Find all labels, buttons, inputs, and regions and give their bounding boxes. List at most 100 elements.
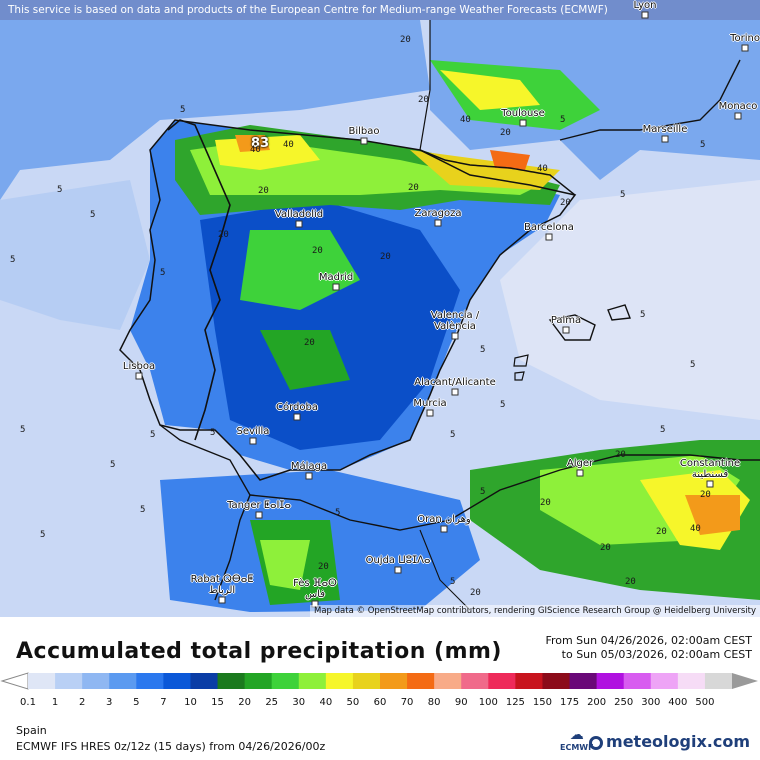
city-label[interactable]: Valladolid <box>274 209 324 220</box>
scale-tick-label: 400 <box>668 697 688 708</box>
scale-swatch <box>352 673 381 689</box>
city-marker <box>255 511 263 519</box>
city-marker <box>332 283 340 291</box>
contour-label: 20 <box>625 577 636 587</box>
city-label[interactable]: Lisboa <box>122 361 156 372</box>
contour-label: 20 <box>615 450 626 460</box>
contour-label: 5 <box>560 115 566 125</box>
city-label[interactable]: Fès ⴼⴰⵙ فاس <box>293 578 337 600</box>
contour-label: 5 <box>40 530 46 540</box>
scale-swatch <box>244 673 273 689</box>
city-label[interactable]: Monaco <box>718 101 758 112</box>
max-value-label: 83 <box>251 136 270 151</box>
city-marker <box>360 137 368 145</box>
scale-tick-label: 3 <box>106 697 113 708</box>
city-label[interactable]: Rabat ⵕⴱⴰⵟ الرباط <box>190 574 254 596</box>
city-label[interactable]: Marseille <box>642 124 688 135</box>
city-label[interactable]: Alger <box>566 458 594 469</box>
city-label[interactable]: Valencia / València <box>430 310 480 332</box>
city-label[interactable]: Zaragoza <box>414 208 462 219</box>
contour-label: 5 <box>620 190 626 200</box>
scale-swatch <box>109 673 137 689</box>
contour-label: 20 <box>560 198 571 208</box>
precipitation-map[interactable]: This service is based on data and produc… <box>0 0 760 617</box>
model-label: ECMWF IFS HRES 0z/12z (15 days) from 04/… <box>16 740 326 753</box>
scale-swatch <box>461 673 489 689</box>
city-marker <box>218 596 226 604</box>
contour-label: 40 <box>537 164 548 174</box>
city-label[interactable]: Palma <box>550 315 582 326</box>
city-label[interactable]: Madrid <box>318 272 354 283</box>
scale-swatch <box>298 673 327 689</box>
contour-label: 20 <box>700 490 711 500</box>
contour-label: 40 <box>460 115 471 125</box>
contour-label: 40 <box>283 140 294 150</box>
city-marker <box>741 44 749 52</box>
ecmwf-icon: ☁ <box>569 727 584 743</box>
meteologix-icon <box>589 736 604 750</box>
color-scale <box>0 672 758 690</box>
city-label[interactable]: Alacant/Alicante <box>414 377 496 388</box>
city-label[interactable]: Oujda ⵡⵓⵊⴷⴰ <box>365 555 431 566</box>
contour-label: 5 <box>20 425 26 435</box>
city-marker <box>293 413 301 421</box>
contour-label: 5 <box>640 310 646 320</box>
city-marker <box>451 388 459 396</box>
city-label[interactable]: Barcelona <box>524 222 574 233</box>
contour-label: 5 <box>450 577 456 587</box>
scale-tick-label: 1 <box>51 697 59 708</box>
scale-tick-label: 50 <box>346 697 360 708</box>
scale-swatch <box>28 673 56 689</box>
contour-label: 20 <box>258 186 269 196</box>
contour-label: 5 <box>180 105 186 115</box>
scale-swatch <box>190 673 219 689</box>
scale-tick-label: 80 <box>427 697 441 708</box>
scale-swatch <box>325 673 354 689</box>
map-attribution[interactable]: Map data © OpenStreetMap contributors, r… <box>310 605 760 617</box>
scale-swatch <box>542 673 571 689</box>
city-label[interactable]: Bilbao <box>348 126 380 137</box>
brand-logo[interactable]: meteologix.com <box>589 732 750 751</box>
legend-title: Accumulated total precipitation (mm) <box>16 639 502 664</box>
city-label[interactable]: Málaga <box>290 461 328 472</box>
contour-label: 20 <box>304 338 315 348</box>
city-marker <box>734 112 742 120</box>
scale-tick-label: 30 <box>292 697 306 708</box>
scale-swatch <box>217 673 246 689</box>
city-marker <box>545 233 553 241</box>
scale-tick-label: 10 <box>184 697 197 708</box>
scale-swatch <box>271 673 300 689</box>
contour-label: 5 <box>690 360 696 370</box>
scale-swatch <box>650 673 679 689</box>
city-label[interactable]: Constantine قسنطينة <box>679 458 741 480</box>
city-marker <box>661 135 669 143</box>
contour-label: 20 <box>408 183 419 193</box>
city-label[interactable]: Lyon <box>633 0 657 11</box>
scale-tick-label: 100 <box>478 697 498 708</box>
scale-tick-label: 70 <box>400 697 414 708</box>
city-marker <box>434 219 442 227</box>
scale-swatch <box>136 673 164 689</box>
city-label[interactable]: Murcia <box>413 398 447 409</box>
city-marker <box>519 119 527 127</box>
contour-label: 20 <box>400 35 411 45</box>
contour-label: 5 <box>660 425 666 435</box>
city-label[interactable]: Córdoba <box>276 402 318 413</box>
scale-arrow-right <box>732 673 758 689</box>
city-label[interactable]: Sevilla <box>236 426 270 437</box>
city-label[interactable]: Tanger ⵟⴰⵏⵊⴰ <box>227 500 291 511</box>
scale-tick-label: 175 <box>559 697 580 708</box>
city-marker <box>426 409 434 417</box>
city-marker <box>706 480 714 488</box>
contour-label: 5 <box>10 255 16 265</box>
city-marker <box>562 326 570 334</box>
city-label[interactable]: Oran وهران <box>417 514 471 525</box>
scale-tick-label: 20 <box>238 697 251 708</box>
city-label[interactable]: Toulouse <box>501 108 545 119</box>
city-marker <box>249 437 257 445</box>
legend-panel: Accumulated total precipitation (mm) Fro… <box>0 617 760 760</box>
scale-swatch <box>163 673 191 689</box>
contour-label: 5 <box>110 460 116 470</box>
city-label[interactable]: Torino <box>730 33 760 44</box>
contour-label: 20 <box>500 128 511 138</box>
